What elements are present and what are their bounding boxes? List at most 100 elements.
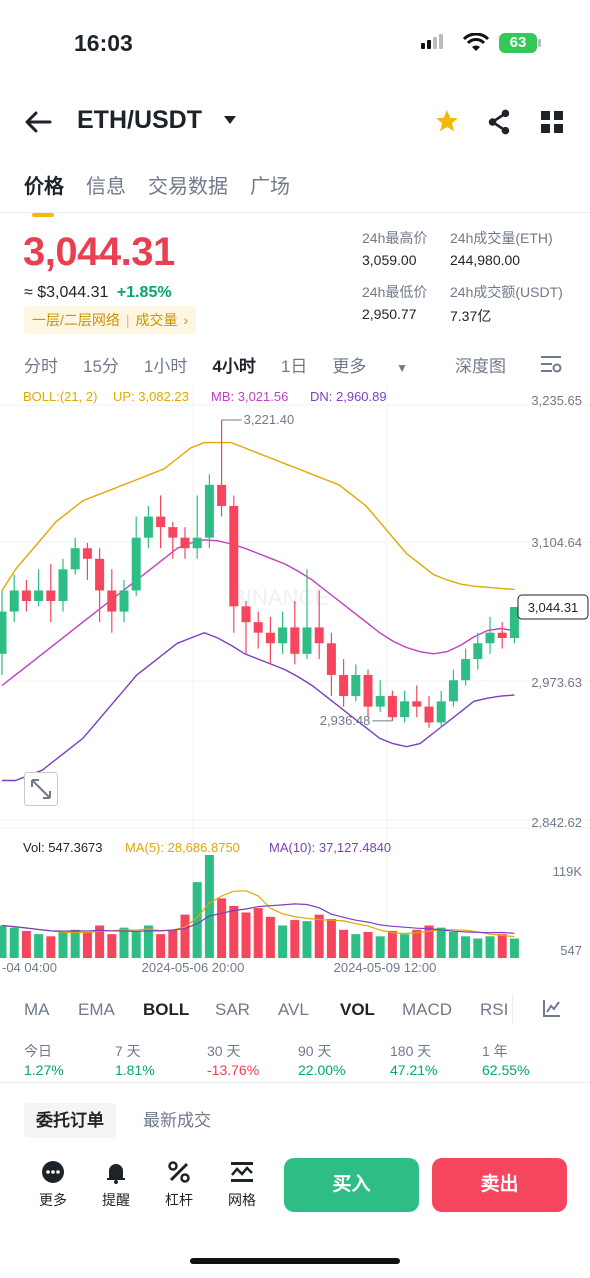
candle-body-34 xyxy=(412,701,422,707)
tab-info[interactable]: 信息 xyxy=(86,176,126,198)
nav-leverage[interactable]: 杠杆 xyxy=(149,1160,209,1210)
candle-body-7 xyxy=(82,548,92,559)
indicator-ma[interactable]: MA xyxy=(24,1000,50,1019)
indicator-macd[interactable]: MACD xyxy=(402,1000,453,1019)
grid-menu-icon[interactable] xyxy=(540,110,564,134)
indicator-rsi[interactable]: RSI xyxy=(480,1000,509,1019)
stat-vol-eth-label: 24h成交量(ETH) xyxy=(450,230,553,246)
volume-bar-32 xyxy=(387,930,397,958)
trading-pair-title[interactable]: ETH/USDT xyxy=(77,106,202,134)
y-tick-3: 2,842.62 xyxy=(531,815,582,830)
interval-more-label: 更多 xyxy=(332,357,367,376)
tab-price[interactable]: 价格 xyxy=(24,170,64,217)
tab-latest-trades[interactable]: 最新成交 xyxy=(143,1111,211,1130)
interval-selector: 分时 15分 1小时 4小时 1日 更多 ▼ 深度图 xyxy=(24,352,531,377)
indicator-vol[interactable]: VOL xyxy=(340,1000,375,1019)
indicator-selector: MA EMA BOLL SAR AVL VOL MACD RSI xyxy=(0,994,590,1024)
candle-body-39 xyxy=(473,643,483,660)
back-arrow-icon[interactable] xyxy=(24,110,52,134)
volume-bar-20 xyxy=(241,912,251,958)
percent-icon xyxy=(168,1161,190,1183)
interval-1d[interactable]: 1日 xyxy=(280,357,308,376)
wifi-icon xyxy=(463,33,489,51)
interval-1h[interactable]: 1小时 xyxy=(143,357,188,376)
nav-more[interactable]: 更多 xyxy=(23,1160,83,1210)
candle-body-0 xyxy=(0,611,7,654)
nav-more-label: 更多 xyxy=(39,1192,67,1208)
boll-label: BOLL:(21, 2) xyxy=(23,389,97,404)
volume-bar-21 xyxy=(253,908,263,958)
sell-button[interactable]: 卖出 xyxy=(432,1158,567,1212)
status-time: 16:03 xyxy=(74,30,133,56)
nav-alert[interactable]: 提醒 xyxy=(86,1160,146,1210)
perf-value-2: -13.76% xyxy=(207,1062,260,1078)
volume-bar-18 xyxy=(217,898,227,958)
candle-body-1 xyxy=(9,590,19,612)
chart-settings-icon[interactable] xyxy=(540,354,562,374)
candlestick-chart[interactable]: BINANCE BOLL:(21, 2) UP: 3,082.23 MB: 3,021… xyxy=(0,385,590,985)
perf-value-1: 1.81% xyxy=(115,1062,155,1078)
boll-up-label: UP: 3,082.23 xyxy=(113,389,189,404)
volume-bar-10 xyxy=(119,927,129,958)
stat-high-label: 24h最高价 xyxy=(362,230,428,246)
volume-bar-38 xyxy=(461,936,471,958)
grid-trading-icon xyxy=(231,1162,253,1182)
tab-square[interactable]: 广场 xyxy=(250,176,290,198)
volume-bar-3 xyxy=(34,934,44,958)
volume-bar-2 xyxy=(21,930,31,958)
tag-network: 一层/二层网络 xyxy=(32,312,120,328)
indicator-boll[interactable]: BOLL xyxy=(143,1000,190,1019)
dropdown-caret-icon[interactable] xyxy=(223,115,237,125)
nav-grid-label: 网格 xyxy=(228,1192,256,1208)
interval-more[interactable]: 更多 ▼ xyxy=(332,352,433,377)
tab-orders[interactable]: 委托订单 xyxy=(24,1103,116,1138)
tab-trading-data[interactable]: 交易数据 xyxy=(148,176,228,198)
volume-bar-1 xyxy=(9,927,19,958)
x-label-0: -04 04:00 xyxy=(2,960,57,975)
y-tick-0: 3,235.65 xyxy=(531,393,582,408)
buy-button[interactable]: 买入 xyxy=(284,1158,419,1212)
indicator-ema[interactable]: EMA xyxy=(78,1000,115,1019)
interval-line[interactable]: 分时 xyxy=(24,357,58,376)
perf-divider xyxy=(0,1082,590,1083)
category-tag[interactable]: 一层/二层网络 | 成交量 › xyxy=(24,306,197,334)
volume-bar-8 xyxy=(95,925,105,958)
boll-dn-label: DN: 2,960.89 xyxy=(310,389,387,404)
candle-body-37 xyxy=(448,680,458,702)
candle-body-42 xyxy=(509,607,519,638)
candle-body-6 xyxy=(70,548,80,570)
candle-body-9 xyxy=(107,590,117,612)
indicator-divider xyxy=(512,994,513,1024)
volume-bar-4 xyxy=(46,936,56,958)
interval-depth[interactable]: 深度图 xyxy=(454,357,506,376)
indicator-avl[interactable]: AVL xyxy=(278,1000,309,1019)
volume-bar-31 xyxy=(375,936,385,958)
volume-bar-0 xyxy=(0,925,7,958)
candle-body-17 xyxy=(204,484,214,538)
volume-bar-9 xyxy=(107,934,117,958)
volume-bar-13 xyxy=(156,934,166,958)
perf-label-1: 7 天 xyxy=(115,1043,141,1059)
stat-vol-usdt-label: 24h成交额(USDT) xyxy=(450,284,563,300)
perf-label-0: 今日 xyxy=(24,1043,52,1059)
volume-bar-7 xyxy=(82,931,92,958)
favorite-star-icon[interactable] xyxy=(433,108,461,134)
expand-chart-icon[interactable] xyxy=(24,772,58,806)
bell-icon xyxy=(107,1164,125,1184)
indicator-settings-icon[interactable] xyxy=(542,998,562,1018)
indicator-sar[interactable]: SAR xyxy=(215,1000,250,1019)
price-change-percent: +1.85% xyxy=(116,284,172,301)
volume-bar-24 xyxy=(290,920,300,958)
volume-bar-40 xyxy=(485,936,495,958)
volume-bar-25 xyxy=(302,921,312,958)
perf-label-2: 30 天 xyxy=(207,1043,241,1059)
vol-tick-min: 547 xyxy=(560,943,582,958)
volume-bar-6 xyxy=(70,929,80,958)
share-icon[interactable] xyxy=(486,108,512,136)
interval-15m[interactable]: 15分 xyxy=(83,357,119,376)
interval-4h[interactable]: 4小时 xyxy=(212,357,256,376)
nav-grid[interactable]: 网格 xyxy=(212,1160,272,1210)
volume-bar-11 xyxy=(131,931,141,958)
boll-middle-line xyxy=(1,539,515,687)
volume-bar-39 xyxy=(473,938,483,958)
